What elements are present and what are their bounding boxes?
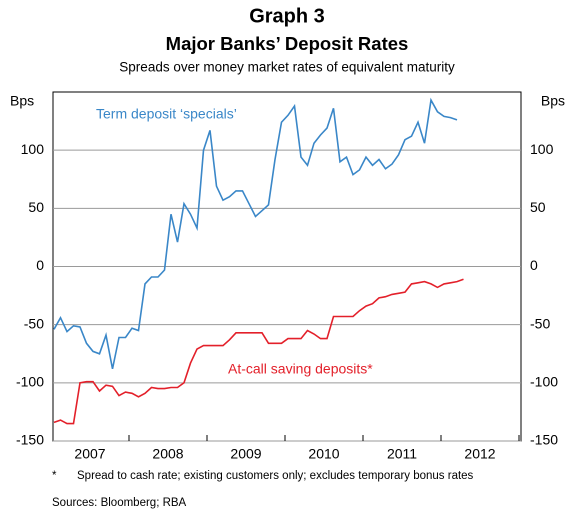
- sources: Sources: Bloomberg; RBA: [52, 497, 187, 509]
- x-tick-label: 2012: [464, 446, 495, 462]
- chart-subtitle: Major Banks’ Deposit Rates: [166, 33, 409, 54]
- y-tick-label-right: 50: [530, 199, 546, 215]
- y-unit-right: Bps: [541, 93, 565, 109]
- y-unit-left: Bps: [10, 93, 34, 109]
- y-tick-label-right: -50: [530, 315, 550, 331]
- x-tick-label: 2009: [230, 446, 261, 462]
- series-label: At-call saving deposits*: [228, 361, 373, 377]
- series-label: Term deposit ‘specials’: [96, 106, 237, 122]
- y-tick-label-left: 50: [28, 199, 44, 215]
- y-tick-label-right: 100: [530, 141, 554, 157]
- y-tick-label-left: -150: [16, 432, 44, 448]
- y-tick-label-right: -150: [530, 432, 558, 448]
- series-line: [53, 97, 458, 370]
- y-tick-label-left: 0: [36, 257, 44, 273]
- y-tick-label-right: 0: [530, 257, 538, 273]
- x-tick-label: 2007: [74, 446, 105, 462]
- x-tick-label: 2011: [387, 446, 417, 462]
- series-line: [53, 278, 464, 425]
- y-tick-label-left: -100: [16, 374, 44, 390]
- y-tick-label-left: -50: [24, 315, 44, 331]
- y-tick-label-left: 100: [21, 141, 45, 157]
- x-tick-label: 2008: [152, 446, 183, 462]
- y-tick-label-right: -100: [530, 374, 558, 390]
- chart-description: Spreads over money market rates of equiv…: [119, 60, 455, 75]
- note-marker: *: [52, 470, 57, 482]
- note: Spread to cash rate; existing customers …: [77, 470, 474, 482]
- x-tick-label: 2010: [308, 446, 339, 462]
- chart-title: Graph 3: [249, 5, 325, 27]
